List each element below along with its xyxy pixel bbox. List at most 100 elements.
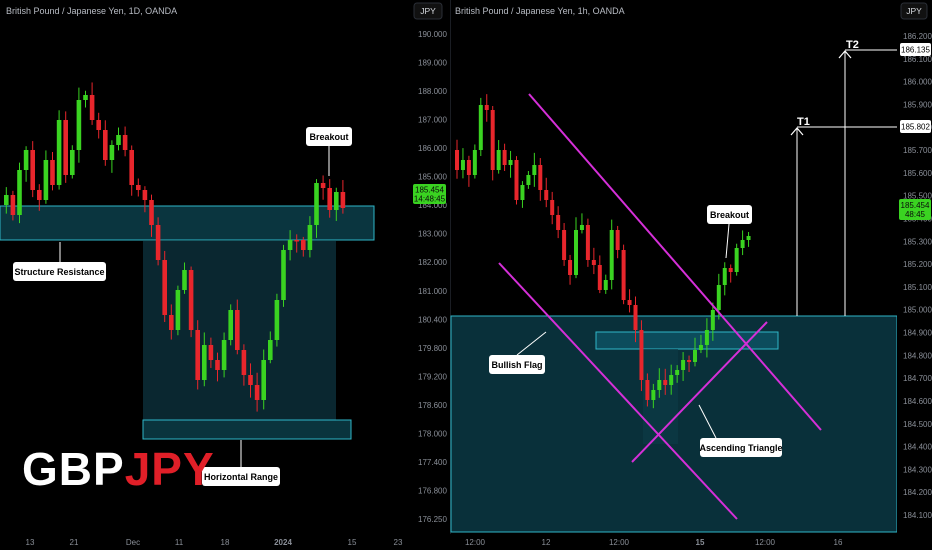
y-tick-label: 184.300 (903, 465, 932, 474)
structure-resistance-label: Structure Resistance (14, 267, 104, 277)
x-tick-label: 13 (26, 538, 35, 547)
gbpjpy-logo: GBPJPY (22, 446, 215, 492)
y-tick-label: 185.000 (903, 306, 932, 315)
candle-body (532, 165, 537, 175)
y-tick-label: 188.000 (418, 87, 447, 96)
hourly-price-axis (897, 0, 932, 534)
daily-x-ticks: 13 21 Dec 11 18 2024 15 23 (26, 538, 403, 547)
candle-body (136, 185, 141, 190)
candle-body (526, 175, 531, 185)
candle-body (89, 95, 95, 120)
candle-body (334, 192, 339, 210)
candle-body (710, 310, 715, 330)
x-tick-label: 23 (394, 538, 403, 547)
y-tick-label: 190.000 (418, 30, 447, 39)
bullish-flag-callout (489, 355, 545, 374)
candle-body (556, 215, 561, 230)
x-tick-label: 21 (70, 538, 79, 547)
y-tick-label: 185.000 (418, 173, 447, 182)
hourly-candles (455, 94, 751, 409)
x-tick-label: 12 (542, 538, 551, 547)
x-tick-label: 16 (834, 538, 843, 547)
candle-body (294, 240, 299, 242)
candle-body (597, 265, 602, 290)
horizontal-range-label: Horizontal Range (204, 472, 278, 482)
range-support-zone (142, 419, 352, 440)
y-tick-label: 184.600 (903, 397, 932, 406)
candle-body (248, 375, 253, 385)
candle-body (96, 120, 101, 130)
candle-body (740, 240, 745, 248)
candle-body (508, 160, 513, 165)
candle-body (116, 135, 121, 145)
target-2-label: T2 (846, 39, 859, 51)
candle-body (460, 160, 465, 170)
candle-body (722, 268, 727, 285)
candle-body (562, 230, 567, 260)
candle-body (320, 183, 326, 188)
candle-body (301, 240, 306, 250)
candle-body (651, 390, 656, 400)
candle-body (603, 280, 608, 290)
candle-body (633, 305, 638, 330)
daily-candles (4, 82, 346, 412)
daily-breakout-label: Breakout (309, 132, 348, 142)
y-tick-label: 182.000 (418, 258, 447, 267)
candle-body (287, 240, 293, 250)
y-tick-label: 185.600 (903, 169, 932, 178)
candle-body (182, 270, 187, 290)
candle-body (76, 100, 82, 150)
y-tick-label: 187.000 (418, 116, 447, 125)
hourly-x-ticks: 12:00 12 12:00 15 12:00 16 (465, 538, 843, 547)
y-tick-label: 178.600 (418, 401, 447, 410)
hourly-chart-title: British Pound / Japanese Yen, 1h, OANDA (455, 6, 625, 16)
y-tick-label: 181.000 (418, 287, 447, 296)
candle-body (585, 225, 590, 260)
y-tick-label: 177.400 (418, 458, 447, 467)
y-tick-label: 184.500 (903, 420, 932, 429)
candle-body (142, 190, 148, 200)
target-2-price: 186.135 (901, 46, 930, 55)
y-tick-label: 186.100 (903, 55, 932, 64)
candle-body (149, 200, 154, 225)
target-1-price-tag (900, 120, 931, 133)
candle-body (155, 225, 161, 260)
horizontal-range-callout (202, 467, 280, 486)
candle-body (83, 95, 88, 100)
candle-body (609, 230, 614, 280)
candle-body (484, 105, 489, 110)
candle-body (307, 225, 313, 250)
daily-chart-panel: British Pound / Japanese Yen, 1D, OANDA … (0, 0, 450, 547)
candle-body (129, 150, 134, 185)
y-tick-label: 185.500 (903, 192, 932, 201)
y-tick-label: 186.000 (418, 144, 447, 153)
target-2-price-tag (900, 43, 931, 56)
y-tick-label: 178.000 (418, 429, 447, 438)
candle-body (574, 230, 578, 275)
y-tick-label: 183.000 (418, 230, 447, 239)
candle-body (615, 230, 620, 250)
candle-body (56, 120, 62, 185)
x-tick-label: Dec (126, 538, 140, 547)
candle-body (4, 195, 9, 205)
candle-body (669, 375, 674, 385)
candle-body (550, 200, 555, 215)
hourly-last-price: 185.454 (901, 201, 930, 210)
y-tick-label: 184.800 (903, 351, 932, 360)
y-tick-label: 179.800 (418, 344, 447, 353)
y-tick-label: 185.200 (903, 260, 932, 269)
y-tick-label: 189.000 (418, 59, 447, 68)
x-tick-label: 12:00 (465, 538, 486, 547)
candle-body (17, 170, 22, 215)
candle-body (621, 250, 626, 300)
y-tick-label: 184.700 (903, 374, 932, 383)
candle-body (281, 250, 286, 300)
candle-body (568, 260, 573, 275)
y-tick-label: 186.000 (903, 78, 932, 87)
candle-body (639, 330, 644, 380)
hourly-currency-badge (900, 2, 928, 20)
panel-divider (450, 0, 451, 534)
candle-body (704, 330, 709, 345)
y-tick-label: 180.400 (418, 315, 447, 324)
candle-body (687, 360, 692, 362)
